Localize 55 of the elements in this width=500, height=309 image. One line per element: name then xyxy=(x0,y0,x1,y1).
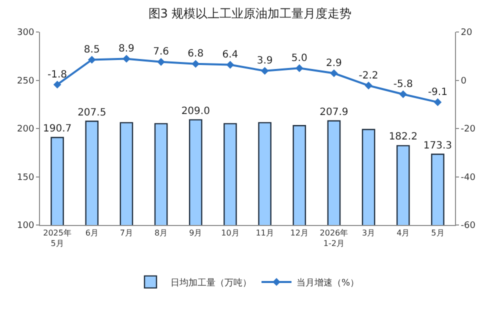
y2-tick-label: -40 xyxy=(460,172,476,183)
data-label: 190.7 xyxy=(42,123,72,134)
x-tick-label: 9月 xyxy=(189,228,202,238)
y-tick-label: 150 xyxy=(17,172,34,183)
x-tick-label: 3月 xyxy=(362,228,376,238)
point xyxy=(226,60,234,69)
data-label: 207.5 xyxy=(78,107,106,118)
legend-label: 当月增速（%） xyxy=(296,277,360,288)
data-label: 209.0 xyxy=(181,106,210,117)
point xyxy=(399,90,408,98)
data-label: -9.1 xyxy=(428,86,448,98)
data-label: 6.8 xyxy=(188,48,204,60)
data-label: -1.8 xyxy=(48,69,68,80)
point xyxy=(157,58,165,66)
data-label: -5.8 xyxy=(393,78,413,90)
y-tick-label: 300 xyxy=(17,28,34,38)
data-label: 8.5 xyxy=(84,44,100,56)
chart-title: 图3 规模以上工业原油加工量月度走势 xyxy=(148,6,352,21)
x-tick-label: 2026年 1-2月 xyxy=(320,228,348,248)
y-tick-label: 200 xyxy=(17,124,34,135)
data-label: 182.2 xyxy=(388,132,418,143)
x-tick-label: 6月 xyxy=(85,228,98,238)
x-tick-label: 4月 xyxy=(396,228,410,238)
y2-tick-label: -20 xyxy=(460,124,476,135)
x-tick-label: 12月 xyxy=(290,228,308,238)
point xyxy=(364,82,372,90)
data-label: 207.9 xyxy=(320,106,348,118)
data-label: 7.6 xyxy=(153,46,169,58)
data-label: 5.0 xyxy=(291,52,308,64)
point xyxy=(53,80,62,88)
x-tick-label: 5月 xyxy=(431,228,444,238)
point xyxy=(88,56,96,64)
point xyxy=(330,69,338,78)
legend-label: 日均加工量（万吨） xyxy=(170,277,252,288)
data-label: -2.2 xyxy=(358,70,378,82)
data-label: 173.3 xyxy=(423,140,452,152)
point xyxy=(295,64,304,72)
x-tick-label: 8月 xyxy=(154,228,168,238)
data-label: 8.9 xyxy=(118,44,134,55)
data-label: 2.9 xyxy=(326,58,342,69)
y2-tick-label: 20 xyxy=(460,28,473,38)
point xyxy=(192,60,200,68)
data-label: 3.9 xyxy=(256,56,273,67)
x-tick-label: 7月 xyxy=(120,228,134,238)
x-tick-label: 2025年 5月 xyxy=(43,228,72,248)
y2-tick-label: -60 xyxy=(460,221,476,232)
x-tick-label: 10月 xyxy=(221,228,240,238)
point xyxy=(434,98,442,106)
point xyxy=(122,54,130,63)
point xyxy=(260,66,269,75)
data-label: 6.4 xyxy=(222,50,238,61)
y2-tick-label: 0 xyxy=(460,76,467,86)
x-tick-label: 11月 xyxy=(256,228,274,238)
y-tick-label: 100 xyxy=(17,221,34,232)
y-tick-label: 250 xyxy=(17,76,34,86)
